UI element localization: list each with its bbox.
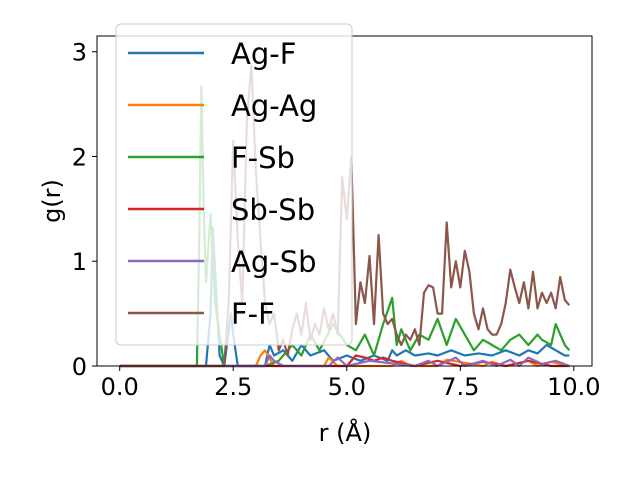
y-tick-label: 0 — [72, 353, 87, 381]
legend-label-ag-sb: Ag-Sb — [231, 245, 317, 279]
x-axis-label: r (Å) — [319, 418, 372, 447]
x-tick-label: 5.0 — [328, 373, 366, 401]
legend: Ag-F Ag-Ag F-Sb Sb-Sb Ag-Sb F-F — [115, 23, 353, 346]
legend-label-f-sb: F-Sb — [231, 141, 295, 175]
x-tick-label: 2.5 — [214, 373, 252, 401]
series-line-ag-sb — [119, 354, 570, 368]
x-tick-label: 7.5 — [441, 373, 479, 401]
legend-label-f-f: F-F — [231, 297, 275, 331]
y-tick-label: 3 — [72, 39, 87, 67]
x-tick-label: 10.0 — [547, 373, 600, 401]
legend-label-sb-sb: Sb-Sb — [231, 193, 315, 227]
y-axis-label: g(r) — [38, 179, 66, 223]
x-tick-label: 0.0 — [101, 373, 139, 401]
legend-label-ag-f: Ag-F — [231, 37, 296, 71]
legend-label-ag-ag: Ag-Ag — [231, 89, 317, 123]
y-tick-label: 2 — [72, 143, 87, 171]
y-tick-label: 1 — [72, 248, 87, 276]
ticks: 0.0 2.5 5.0 7.5 10.0 0 1 2 3 — [72, 39, 601, 401]
